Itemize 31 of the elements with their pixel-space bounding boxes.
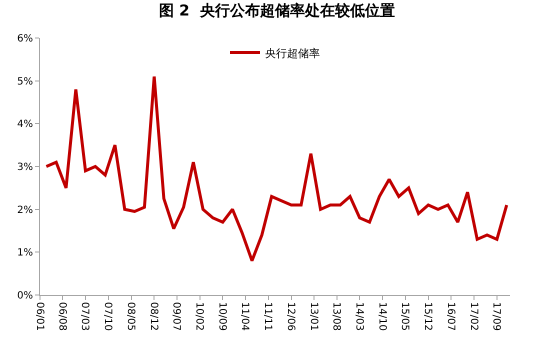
legend-label: 央行超储率 <box>265 46 320 60</box>
x-tick-label: 07/03 <box>79 302 90 331</box>
x-tick-label: 17/02 <box>468 302 479 331</box>
x-tick-label: 06/08 <box>56 302 68 331</box>
x-tick-label: 11/11 <box>262 302 274 331</box>
x-tick-label: 17/09 <box>490 302 502 331</box>
x-tick-label: 09/07 <box>170 302 182 331</box>
x-tick-label: 12/06 <box>285 302 296 331</box>
x-tick-label: 06/01 <box>34 302 45 331</box>
y-tick-label: 0% <box>17 290 33 302</box>
y-tick-label: 3% <box>17 162 33 173</box>
x-tick-label: 13/08 <box>330 302 342 331</box>
x-tick-label: 15/05 <box>399 302 410 331</box>
x-tick-label: 11/04 <box>239 302 250 331</box>
x-tick-label: 14/03 <box>353 302 364 331</box>
y-tick-label: 5% <box>17 76 33 88</box>
chart-title: 图 2 央行公布超储率处在较低位置 <box>158 2 396 20</box>
y-tick-label: 6% <box>17 34 33 44</box>
x-tick-label: 14/10 <box>376 302 388 331</box>
line-series <box>44 75 508 262</box>
x-tick-label: 08/05 <box>125 302 136 331</box>
x-tick-label: 08/12 <box>148 302 159 331</box>
y-tick-label: 1% <box>17 248 33 259</box>
x-tick-label: 16/07 <box>444 302 456 331</box>
x-tick-label: 07/10 <box>102 302 114 331</box>
x-tick-label: 10/02 <box>194 302 205 331</box>
x-tick-label: 10/09 <box>216 302 228 331</box>
x-tick-label: 13/01 <box>308 302 319 331</box>
y-tick-label: 4% <box>17 119 33 130</box>
y-tick-label: 2% <box>17 204 33 216</box>
x-tick-label: 15/12 <box>422 302 434 331</box>
